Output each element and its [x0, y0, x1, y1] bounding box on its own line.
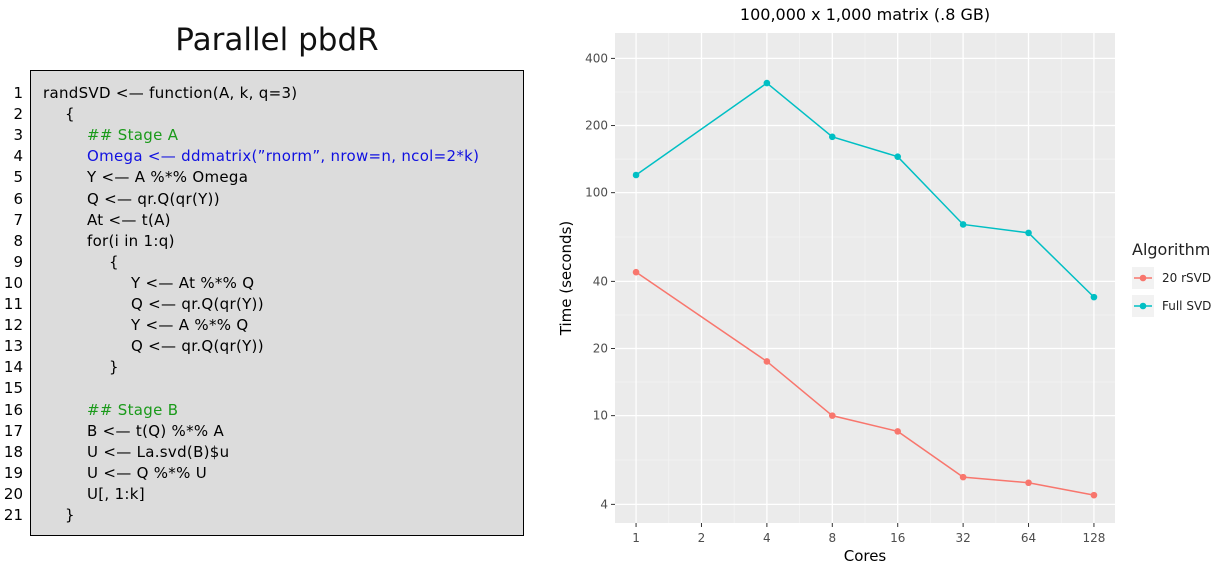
line-number: 1	[13, 84, 23, 102]
x-tick-label: 2	[698, 531, 706, 545]
major-gridlines	[615, 33, 1115, 523]
series-point-1	[828, 133, 836, 141]
series-point-0	[1090, 491, 1098, 499]
legend-key-point	[1139, 302, 1147, 310]
code-line: At <— t(A)	[87, 210, 171, 229]
code-line: Q <— qr.Q(qr(Y))	[87, 189, 220, 208]
line-number: 14	[3, 358, 23, 377]
line-number: 6	[13, 189, 23, 208]
series-point-1	[1090, 293, 1098, 301]
line-number: 21	[3, 506, 23, 524]
line-number: 20	[3, 484, 23, 503]
code-line: U[, 1:k]	[87, 484, 145, 503]
code-line: for(i in 1:q)	[87, 231, 175, 250]
y-tick-label: 20	[593, 342, 608, 356]
x-tick-label: 1	[632, 531, 640, 545]
line-number: 17	[3, 421, 23, 440]
code-line: Y <— A %*% Omega	[87, 168, 249, 187]
code-line: }	[65, 506, 75, 524]
line-number: 10	[3, 273, 23, 292]
line-number: 16	[3, 400, 23, 419]
x-tick-label: 128	[1082, 531, 1105, 545]
code-line: {	[109, 252, 119, 271]
x-axis-title: Cores	[844, 547, 887, 565]
line-number: 5	[13, 168, 23, 187]
chart-title: 100,000 x 1,000 matrix (.8 GB)	[740, 5, 990, 24]
y-tick-label: 40	[593, 274, 608, 288]
x-tick-label: 32	[955, 531, 970, 545]
x-tick-label: 16	[890, 531, 905, 545]
series-layer	[632, 79, 1098, 499]
code-comment: ## Stage A	[87, 126, 179, 145]
line-number: 15	[3, 379, 23, 398]
code-line: U <— La.svd(B)$u	[87, 442, 230, 461]
series-point-1	[763, 79, 771, 87]
code-line: Q <— qr.Q(qr(Y))	[131, 337, 264, 356]
line-number: 8	[13, 231, 23, 250]
legend-label: Full SVD	[1162, 299, 1211, 313]
line-number: 12	[3, 316, 23, 335]
code-line: randSVD <— function(A, k, q=3)	[43, 84, 298, 102]
line-number: 3	[13, 126, 23, 145]
line-number: 7	[13, 210, 23, 229]
legend-label: 20 rSVD	[1162, 271, 1211, 285]
code-line: Y <— At %*% Q	[131, 273, 255, 292]
series-point-1	[959, 221, 967, 228]
code-listing: 1 randSVD <— function(A, k, q=3) 2 {3 ## Sta…	[4, 70, 524, 536]
code-line: Omega <— ddmatrix(”rnorm”, nrow=n, ncol=…	[87, 147, 480, 166]
code-line: Y <— A %*% Q	[131, 316, 249, 335]
code-panel-title: Parallel pbdR	[175, 22, 379, 58]
y-tick-label: 10	[593, 409, 608, 423]
y-tick-label: 4	[600, 497, 608, 511]
line-number: 9	[13, 252, 23, 271]
line-number: 13	[3, 337, 23, 356]
code-line: B <— t(Q) %*% A	[87, 421, 225, 440]
code-line: }	[109, 358, 119, 377]
y-tick-label: 400	[585, 51, 608, 65]
series-point-1	[632, 171, 640, 179]
series-point-0	[894, 428, 902, 435]
legend-key-point	[1139, 274, 1147, 282]
minor-gridlines	[615, 33, 1115, 523]
line-chart: 100,000 x 1,000 matrix (.8 GB) 1 2 4 8 16 32 6…	[557, 5, 1211, 565]
code-line: U <— Q %*% U	[87, 463, 208, 482]
series-point-0	[959, 473, 967, 481]
axis-ticks: 1 2 4 8 16 32 64 128 4 10 20 40 100 200 400	[585, 51, 1105, 545]
code-line: {	[65, 105, 75, 124]
line-number: 11	[3, 295, 23, 313]
line-number: 4	[13, 147, 23, 166]
series-point-0	[828, 412, 836, 419]
y-axis-title: Time (seconds)	[557, 221, 575, 337]
line-number: 18	[3, 442, 23, 461]
series-point-1	[894, 153, 902, 160]
series-point-0	[632, 268, 640, 276]
x-tick-label: 4	[763, 531, 771, 545]
x-tick-label: 64	[1021, 531, 1036, 545]
series-point-0	[1025, 479, 1032, 487]
series-point-0	[763, 358, 771, 365]
x-tick-label: 8	[828, 531, 836, 545]
code-comment: ## Stage B	[87, 400, 179, 419]
legend: Algorithm 20 rSVD Full SVD	[1132, 240, 1211, 317]
y-tick-label: 100	[585, 186, 608, 200]
line-number: 19	[3, 463, 23, 482]
series-point-1	[1025, 229, 1032, 237]
y-tick-label: 200	[585, 119, 608, 133]
legend-title: Algorithm	[1132, 240, 1210, 259]
code-line: Q <— qr.Q(qr(Y))	[131, 295, 264, 313]
line-number: 2	[13, 105, 23, 124]
